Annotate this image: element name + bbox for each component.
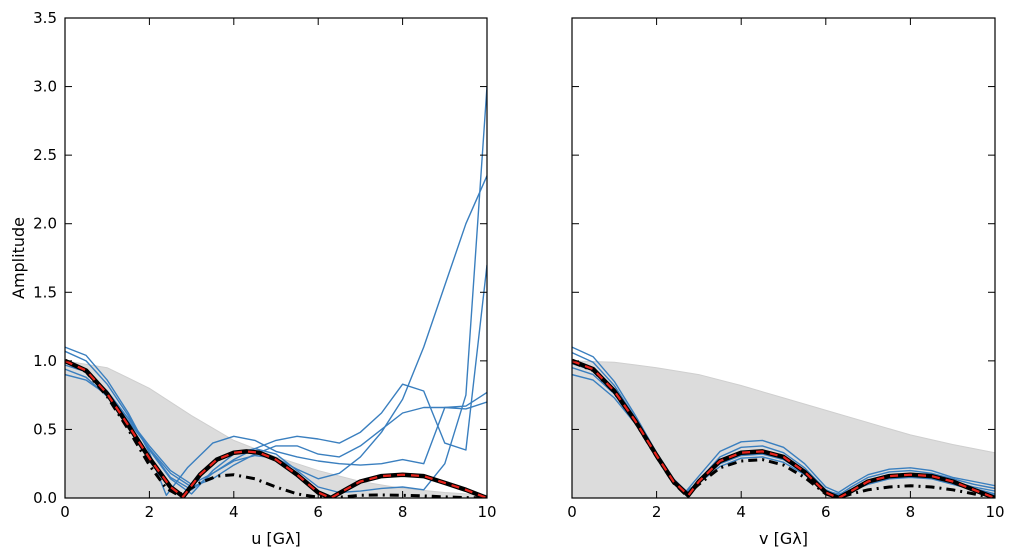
right-x-tick-label: 2	[652, 503, 662, 521]
left-y-tick-label: 2.0	[33, 215, 57, 233]
left-truth-line	[65, 359, 487, 498]
left-y-axis-title: Amplitude	[9, 217, 28, 299]
left-sample-line-4	[65, 368, 487, 488]
left-sample-line-5	[65, 264, 487, 485]
left-y-tick-label: 1.0	[33, 352, 57, 370]
right-x-axis-title: v [Gλ]	[759, 529, 808, 548]
left-x-tick-label: 6	[313, 503, 323, 521]
left-plot-area	[65, 86, 487, 498]
left-y-tick-label: 0.5	[33, 420, 57, 438]
right-dashdot-line	[572, 360, 995, 498]
left-x-tick-label: 10	[477, 503, 496, 521]
right-x-tick-label: 0	[567, 503, 577, 521]
right-truth-line	[572, 359, 995, 498]
right-x-tick-label: 4	[736, 503, 746, 521]
right-panel: 0 2 4 6 8 10 v [Gλ]	[567, 17, 1005, 548]
left-x-axis-title: u [Gλ]	[251, 529, 301, 548]
left-panel: 0 2 4 6 8 10 0.0 0.5 1.0 1.5 2.0 2.5 3.0 3.5 u [Gλ] Amp…	[9, 9, 497, 548]
left-y-tick-label: 2.5	[33, 146, 57, 164]
left-y-tick-label: 3.0	[33, 78, 57, 96]
left-axes-frame	[64, 17, 488, 499]
left-x-tick-label: 8	[398, 503, 408, 521]
left-y-tick-label: 3.5	[33, 9, 57, 27]
right-plot-area	[572, 346, 995, 498]
right-x-tick-label: 6	[821, 503, 831, 521]
left-x-tick-label: 4	[229, 503, 239, 521]
left-y-tick-label: 1.5	[33, 283, 57, 301]
left-x-tick-label: 0	[60, 503, 70, 521]
right-axes-frame	[571, 17, 996, 499]
left-x-tick-label: 2	[145, 503, 155, 521]
right-x-tick-label: 8	[906, 503, 916, 521]
right-uncertainty-band	[572, 360, 995, 498]
left-dashdot-line	[65, 359, 487, 498]
right-x-tick-label: 10	[985, 503, 1004, 521]
left-y-tick-label: 0.0	[33, 489, 57, 507]
